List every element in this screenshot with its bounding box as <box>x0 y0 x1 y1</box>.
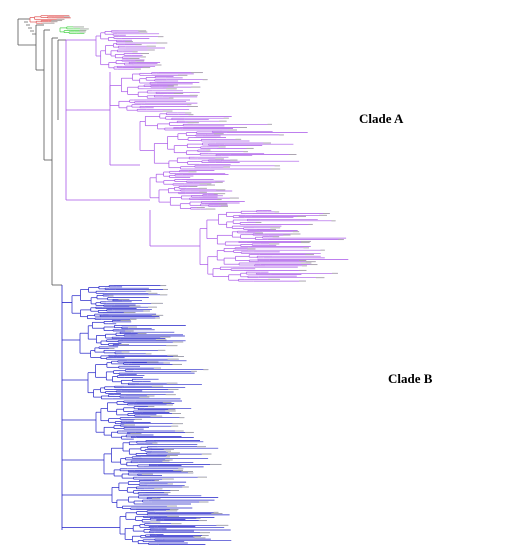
clade-a-label: Clade A <box>359 111 404 126</box>
clade-outgroup-green <box>59 26 89 34</box>
clade-a-branches <box>65 30 349 282</box>
clade-outgroup-red <box>29 15 71 24</box>
clade-b-label: Clade B <box>388 371 433 386</box>
tree-backbone <box>17 18 66 286</box>
clade-b-branches <box>61 285 232 545</box>
